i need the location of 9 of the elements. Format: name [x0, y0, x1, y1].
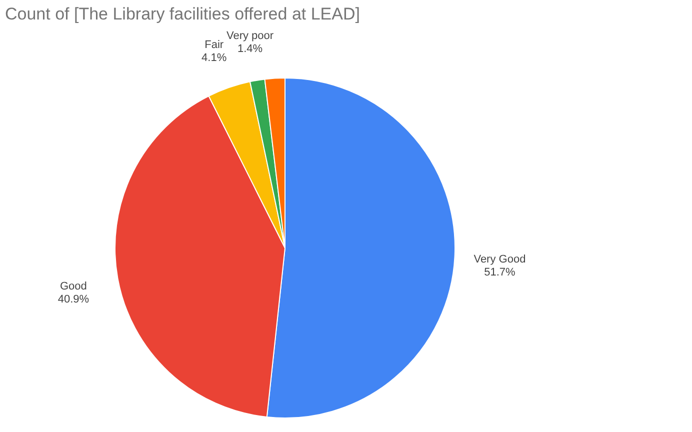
slice-label: Very Good	[474, 253, 526, 266]
data-label: 1.4%	[237, 42, 263, 55]
slice-label: Good	[60, 280, 87, 292]
data-label: 51.7%	[484, 266, 516, 278]
data-label: 40.9%	[58, 293, 90, 306]
slice-label: Very poor	[226, 30, 274, 42]
chart-title: Count of [The Library facilities offered at LEAD]	[5, 4, 360, 24]
slice-label: Fair	[204, 39, 224, 52]
data-label: 4.1%	[202, 52, 227, 64]
